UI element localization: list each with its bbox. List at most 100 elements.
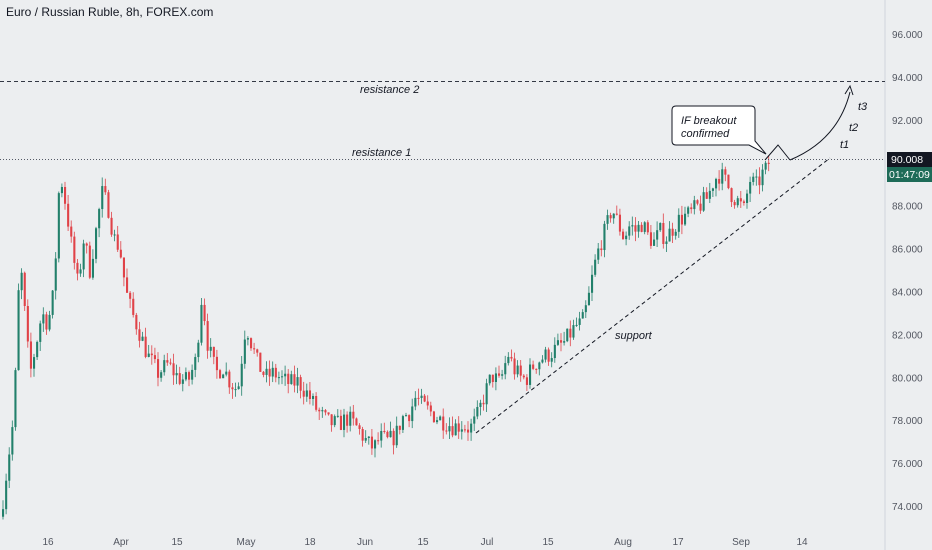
- candles-layer: [2, 155, 770, 520]
- candle-body: [467, 429, 470, 433]
- candle-body: [485, 383, 488, 405]
- candle-body: [188, 372, 191, 380]
- candle-body: [330, 414, 333, 426]
- candle-body: [95, 228, 98, 259]
- candle-body: [277, 377, 280, 379]
- candle-body: [631, 225, 634, 227]
- candle-body: [671, 228, 674, 236]
- candle-body: [739, 198, 742, 202]
- countdown-badge[interactable]: 01:47:09: [887, 167, 932, 182]
- candle-body: [256, 349, 259, 353]
- last-price-badge[interactable]: 90.008: [887, 152, 932, 167]
- candle-body: [544, 349, 547, 360]
- candle-body: [374, 440, 377, 449]
- candle-body: [432, 411, 435, 423]
- candle-body: [370, 436, 373, 449]
- candle-body: [587, 292, 590, 306]
- candle-body: [14, 370, 17, 428]
- candle-body: [442, 416, 445, 431]
- candle-body: [284, 373, 287, 377]
- candle-body: [184, 372, 187, 380]
- candle-body: [426, 401, 429, 406]
- candle-body: [98, 209, 101, 229]
- candle-body: [222, 374, 225, 379]
- candle-body: [339, 415, 342, 430]
- candle-body: [194, 357, 197, 370]
- candle-body: [265, 368, 268, 375]
- y-tick-label: 94.000: [892, 73, 923, 84]
- candle-body: [209, 346, 212, 351]
- candle-body: [364, 437, 367, 441]
- candle-body: [535, 368, 538, 370]
- candle-body: [687, 207, 690, 214]
- candle-body: [132, 298, 135, 315]
- candle-body: [569, 328, 572, 338]
- candle-body: [135, 314, 138, 330]
- candle-body: [54, 258, 57, 291]
- candle-body: [752, 176, 755, 182]
- candle-body: [646, 222, 649, 233]
- candle-body: [711, 188, 714, 191]
- candle-body: [253, 348, 256, 350]
- candle-body: [234, 389, 237, 391]
- candle-body: [718, 178, 721, 184]
- candle-body: [436, 420, 439, 423]
- candle-body: [389, 430, 392, 438]
- y-tick-label: 78.000: [892, 416, 923, 427]
- candle-body: [764, 162, 767, 170]
- candle-body: [513, 358, 516, 375]
- candle-body: [23, 272, 26, 307]
- y-tick-label: 86.000: [892, 245, 923, 256]
- candle-body: [411, 406, 414, 422]
- candle-body: [659, 223, 662, 231]
- candle-body: [742, 201, 745, 203]
- candle-body: [11, 427, 14, 455]
- candle-body: [343, 414, 346, 430]
- candle-body: [454, 423, 457, 436]
- price-axis[interactable]: 74.000 76.000 78.000 80.000 82.000 84.000 86.0…: [892, 30, 923, 513]
- candle-body: [724, 169, 727, 175]
- candle-body: [473, 416, 476, 424]
- candle-body: [175, 373, 178, 376]
- candle-body: [126, 277, 129, 293]
- candle-body: [408, 415, 411, 422]
- y-tick-label: 76.000: [892, 459, 923, 470]
- candle-body: [355, 418, 358, 426]
- candle-body: [457, 423, 460, 432]
- candle-body: [445, 430, 448, 432]
- candle-body: [153, 355, 156, 360]
- candle-body: [525, 377, 528, 385]
- candle-body: [51, 290, 54, 315]
- breakout-callout[interactable]: IF breakout confirmed: [671, 105, 767, 155]
- countdown-text: 01:47:09: [889, 169, 930, 181]
- candle-body: [191, 369, 194, 380]
- support-trendline[interactable]: [475, 157, 831, 434]
- candle-body: [144, 336, 147, 357]
- candle-body: [668, 228, 671, 242]
- arrow-icon: [844, 84, 854, 96]
- candle-body: [293, 374, 296, 386]
- candle-body: [113, 234, 116, 236]
- candle-body: [553, 344, 556, 359]
- candle-body: [625, 235, 628, 240]
- candle-body: [302, 390, 305, 397]
- candle-body: [522, 375, 525, 378]
- candle-body: [420, 395, 423, 398]
- candle-body: [615, 213, 618, 215]
- x-tick-label: 14: [796, 537, 808, 548]
- candle-body: [281, 376, 284, 378]
- time-axis[interactable]: 16 Apr 15 May 18 Jun 15 Jul 15 Aug 17 Sep 14: [42, 537, 808, 548]
- candle-body: [116, 234, 119, 250]
- target-arc[interactable]: [789, 91, 851, 161]
- candle-body: [498, 373, 501, 376]
- breakout-projection[interactable]: [764, 144, 791, 161]
- candle-body: [212, 346, 215, 357]
- candle-body: [346, 414, 349, 426]
- candle-body: [305, 390, 308, 397]
- candle-body: [727, 174, 730, 189]
- candle-body: [166, 360, 169, 363]
- candle-body: [417, 397, 420, 399]
- last-price-text: 90.008: [891, 154, 923, 166]
- chart-title: Euro / Russian Ruble, 8h, FOREX.com: [6, 5, 214, 19]
